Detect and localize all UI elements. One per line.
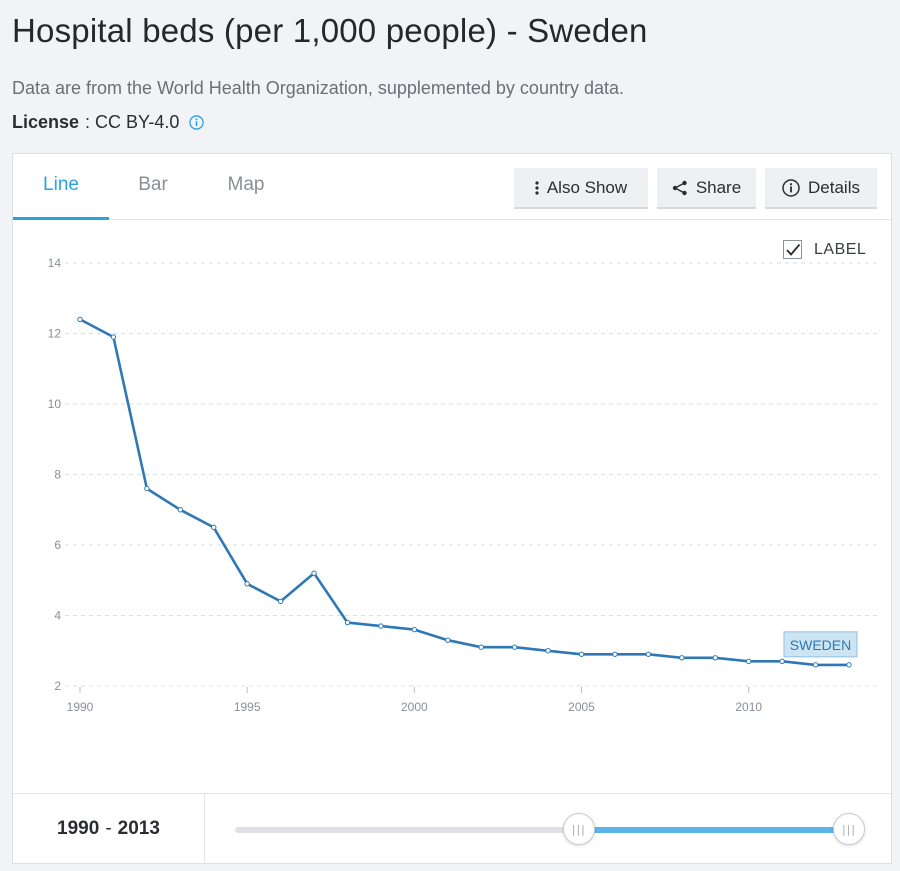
x-tick-label: 2000 xyxy=(401,700,428,714)
label-toggle[interactable]: LABEL xyxy=(783,240,866,259)
license-value: : CC BY-4.0 xyxy=(85,112,180,132)
data-point xyxy=(478,644,484,650)
data-point xyxy=(679,655,685,661)
chart-area: 2 4 6 8 10 12 14 1990 1995 2000 2005 2010 SWEDEN LAB… xyxy=(13,221,891,793)
more-vertical-icon xyxy=(535,180,539,195)
x-tick-label: 2005 xyxy=(568,700,595,714)
data-point xyxy=(77,316,83,323)
data-point xyxy=(812,662,819,668)
y-tick-label: 8 xyxy=(54,468,61,482)
tab-line[interactable]: Line xyxy=(13,154,109,220)
details-label: Details xyxy=(808,177,860,197)
data-point xyxy=(511,644,518,650)
data-point xyxy=(578,651,585,657)
label-checkbox[interactable] xyxy=(783,240,802,259)
data-point xyxy=(211,524,217,531)
share-icon xyxy=(672,180,687,195)
grip-icon: ||| xyxy=(571,822,586,836)
also-show-button[interactable]: Also Show xyxy=(514,168,648,209)
share-button[interactable]: Share xyxy=(657,168,756,209)
range-end: 2013 xyxy=(117,818,160,839)
series-line xyxy=(79,318,849,667)
also-show-label: Also Show xyxy=(546,177,628,197)
x-tick-label: 1990 xyxy=(67,700,94,714)
data-point xyxy=(177,507,184,513)
range-slider-track[interactable] xyxy=(235,827,849,833)
y-tick-label: 10 xyxy=(48,397,62,411)
y-tick-label: 14 xyxy=(48,256,62,270)
data-point xyxy=(244,581,250,587)
data-point xyxy=(411,626,418,633)
label-toggle-text: LABEL xyxy=(814,240,867,258)
data-point xyxy=(745,658,752,665)
range-footer: 1990 - 2013 ||| ||| xyxy=(13,793,891,864)
share-label: Share xyxy=(695,177,742,197)
data-point xyxy=(344,619,351,626)
line-chart: 2 4 6 8 10 12 14 1990 1995 2000 2005 2010 SWEDEN xyxy=(48,256,877,714)
data-point xyxy=(110,334,117,340)
check-icon xyxy=(785,243,800,256)
tab-bar[interactable]: Bar xyxy=(138,174,168,195)
data-point xyxy=(846,662,852,668)
license-label: License xyxy=(12,112,80,132)
range-start-handle[interactable]: ||| xyxy=(562,813,595,845)
range-start: 1990 xyxy=(57,818,100,839)
chart-card: Line Bar Map Also Show Share Details 2 4 6… xyxy=(12,153,892,864)
data-point xyxy=(277,598,284,605)
data-point xyxy=(612,651,618,657)
page-title: Hospital beds (per 1,000 people) - Swede… xyxy=(12,12,648,49)
data-point xyxy=(645,651,652,657)
chart-tabs: Line Bar Map Also Show Share Details xyxy=(13,154,891,220)
data-point xyxy=(712,655,718,661)
info-icon[interactable] xyxy=(189,115,205,130)
data-point xyxy=(779,658,785,665)
data-point xyxy=(144,485,150,492)
series-label: SWEDEN xyxy=(790,637,851,653)
data-point xyxy=(378,623,384,629)
y-tick-label: 6 xyxy=(54,538,61,552)
details-button[interactable]: Details xyxy=(765,168,877,209)
tab-map[interactable]: Map xyxy=(227,174,265,195)
range-separator: - xyxy=(105,818,112,839)
data-point xyxy=(445,637,451,643)
range-label: 1990 - 2013 xyxy=(13,794,205,864)
page-subtitle: Data are from the World Health Organizat… xyxy=(12,78,624,98)
x-tick-label: 1995 xyxy=(234,700,261,714)
range-slider-fill xyxy=(578,827,849,833)
y-tick-label: 4 xyxy=(54,609,61,623)
license-info: License : CC BY-4.0 xyxy=(12,112,205,133)
series-label-box xyxy=(783,631,858,658)
x-tick-label: 2010 xyxy=(735,700,762,714)
info-icon xyxy=(782,178,800,197)
grip-icon: ||| xyxy=(841,822,857,836)
range-end-handle[interactable]: ||| xyxy=(833,813,865,845)
y-tick-label: 12 xyxy=(48,327,62,341)
data-point xyxy=(311,570,317,576)
y-tick-label: 2 xyxy=(54,679,61,693)
data-point xyxy=(545,648,551,654)
